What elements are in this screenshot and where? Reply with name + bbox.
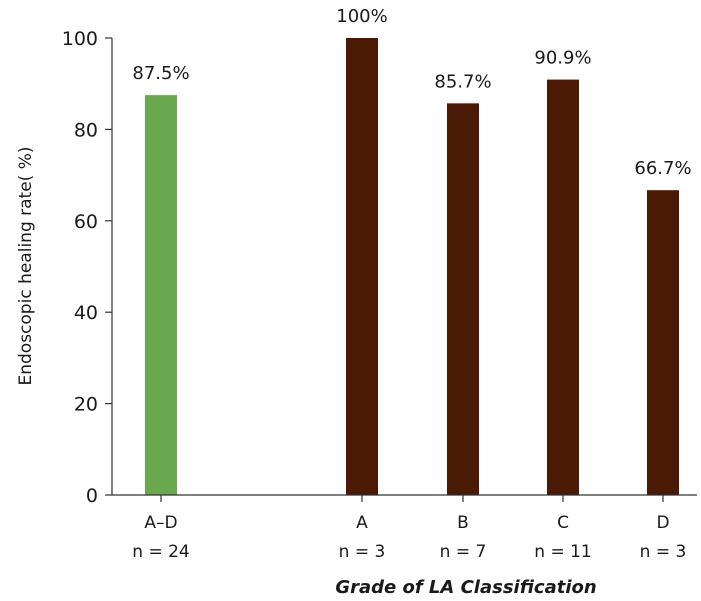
x-category-label: A–D [144,513,177,533]
y-tick-label: 20 [74,394,98,416]
x-category-label: D [656,513,669,533]
x-sample-size-label: n = 3 [339,542,386,562]
y-tick-label: 0 [86,485,98,507]
x-axis-categories: A–D n = 24 An = 3 Bn = 7 Cn = 11 Dn = 3 [132,495,686,562]
y-tick-label: 60 [74,211,98,233]
bars [145,38,679,495]
bar [145,95,177,495]
bar-value-label: 87.5% [132,63,189,84]
y-axis-label: Endoscopic healing rate( %) [16,147,36,386]
x-category-label: A [356,513,368,533]
x-sample-size-label: n = 3 [640,542,687,562]
x-category-label: C [557,513,569,533]
bar-value-label: 100% [336,6,387,27]
x-sample-size-label: n = 7 [440,542,487,562]
bar-value-label: 90.9% [534,48,591,69]
bar-value-label: 66.7% [634,158,691,179]
y-axis-ticks: 0 20 40 60 80 100 [62,28,112,507]
bar [547,79,579,495]
x-sample-size-label: n = 11 [534,542,591,562]
y-tick-label: 100 [62,28,98,50]
x-axis-label: Grade of LA Classification [335,577,596,598]
bar-value-label: 85.7% [434,71,491,92]
bar [647,190,679,495]
y-tick-label: 80 [74,119,98,141]
x-sample-size-label: n = 24 [132,542,189,562]
value-labels: 87.5% 100% 85.7% 90.9% 66.7% [132,6,691,179]
x-category-label: B [457,513,469,533]
bar [346,38,378,495]
y-tick-label: 40 [74,302,98,324]
bar [447,103,479,495]
